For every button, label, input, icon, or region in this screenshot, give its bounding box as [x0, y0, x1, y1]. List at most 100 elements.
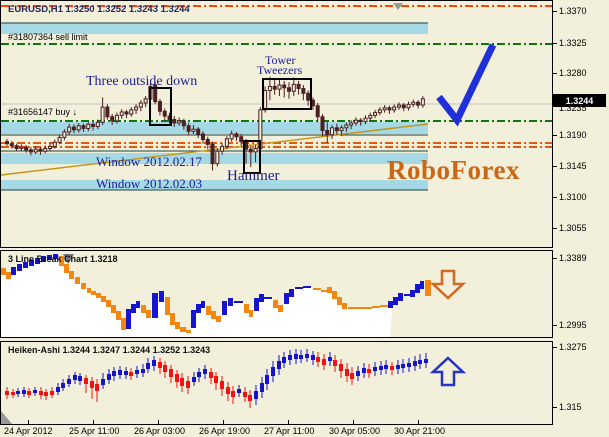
- line-break-canvas[interactable]: [1, 251, 552, 337]
- price-axis-label: 1.3280: [559, 68, 587, 78]
- ha-candle-body: [367, 369, 371, 373]
- ha-candle-body: [209, 372, 213, 378]
- candle-body: [143, 98, 148, 104]
- ha-candle-body: [396, 365, 400, 369]
- line-break-brick: [420, 281, 424, 289]
- candle-body: [100, 106, 105, 123]
- candle-body: [153, 84, 158, 103]
- up-block-arrow-icon: [429, 356, 467, 387]
- ha-candle-body: [22, 390, 26, 394]
- time-axis-label: 27 Apr 11:00: [264, 426, 315, 436]
- line-break-brick: [348, 307, 356, 309]
- line-break-brick: [126, 309, 131, 329]
- candle-body: [420, 98, 425, 106]
- axis-tick: [552, 347, 557, 348]
- line-break-brick: [388, 301, 393, 308]
- line-break-panel[interactable]: 3 Line Break Chart 1.3218: [0, 250, 553, 338]
- main-chart-panel[interactable]: RoboForex EURUSD,H1 1.3250 1.3252 1.3243…: [0, 0, 553, 248]
- line-break-brick: [136, 301, 140, 308]
- pattern-annotation: Tweezers: [257, 63, 303, 77]
- ha-candle-body: [56, 387, 60, 392]
- line-break-brick: [69, 271, 74, 279]
- ha-candle-body: [78, 376, 82, 381]
- candle-body: [38, 148, 43, 152]
- candle-body: [186, 125, 191, 132]
- line-break-title: 3 Line Break Chart 1.3218: [8, 254, 118, 264]
- candle-body: [138, 102, 143, 108]
- candle-body: [76, 125, 81, 131]
- ha-candle-body: [277, 361, 281, 369]
- candle-body: [344, 124, 349, 129]
- ha-candle-body: [175, 374, 179, 382]
- line-break-brick: [249, 310, 253, 317]
- axis-tick: [552, 228, 557, 229]
- line-break-brick: [131, 304, 136, 313]
- axis-tick: [552, 43, 557, 44]
- line-break-brick: [29, 260, 34, 266]
- ha-candle-body: [5, 391, 9, 395]
- ha-candle-body: [322, 359, 326, 365]
- down-block-arrow-icon: [429, 269, 467, 300]
- main-chart-canvas[interactable]: [1, 1, 552, 247]
- ha-candle-body: [39, 391, 43, 395]
- candle-body: [210, 143, 215, 165]
- support-resistance-band: [1, 180, 428, 190]
- ha-candle-body: [163, 365, 167, 372]
- axis-tick: [552, 166, 557, 167]
- candle-body: [14, 145, 19, 149]
- candle-body: [339, 127, 344, 132]
- ha-candle-body: [33, 390, 37, 393]
- line-break-brick: [11, 267, 16, 275]
- line-break-brick: [121, 318, 126, 330]
- price-axis-label: 1.3145: [559, 161, 587, 171]
- candle-body: [52, 141, 57, 147]
- axis-tick: [552, 11, 557, 12]
- line-break-brick: [196, 304, 201, 313]
- candle-body: [5, 141, 9, 145]
- buy-arrow-icon: ↓: [72, 107, 78, 117]
- pattern-annotation: Hammer: [227, 168, 280, 184]
- line-break-brick: [152, 293, 158, 318]
- line-break-brick: [35, 258, 40, 264]
- line-break-brick: [244, 304, 249, 313]
- candle-body: [373, 112, 378, 116]
- line-break-brick: [410, 290, 415, 297]
- chart-symbol-title: EURUSD,H1 1.3250 1.3252 1.3243 1.3244: [8, 4, 190, 15]
- line-break-brick: [59, 256, 64, 266]
- scroll-corner-triangle-icon: [1, 411, 13, 424]
- candle-body: [296, 83, 301, 89]
- line-break-brick: [356, 307, 364, 309]
- heiken-ashi-canvas[interactable]: [1, 342, 552, 424]
- ha-candle-body: [231, 391, 235, 397]
- ha-candle-body: [299, 355, 303, 359]
- candle-body: [81, 125, 86, 129]
- time-axis-tick: [353, 420, 354, 425]
- ha-candle-body: [84, 378, 88, 384]
- candle-body: [177, 120, 182, 124]
- ha-candle-body: [192, 377, 196, 382]
- candle-body: [105, 106, 110, 118]
- time-axis-tick: [418, 420, 419, 425]
- roboforex-watermark: RoboForex: [387, 155, 520, 185]
- line-break-brick: [175, 322, 180, 329]
- candle-body: [86, 123, 91, 129]
- ha-candle-body: [413, 361, 417, 366]
- heiken-ashi-panel[interactable]: Heiken-Ashi 1.3244 1.3247 1.3244 1.3252 …: [0, 341, 553, 425]
- ha-candle-body: [254, 391, 258, 399]
- candle-body: [411, 101, 416, 105]
- line-break-brick: [254, 298, 259, 311]
- candle-body: [33, 148, 38, 153]
- candle-body: [91, 123, 96, 127]
- ha-candle-body: [424, 359, 428, 363]
- ha-candle-body: [90, 381, 94, 388]
- candle-body: [248, 148, 253, 153]
- object-anchor-triangle-icon: [63, 254, 74, 264]
- line-break-brick: [216, 316, 221, 322]
- object-anchor-triangle-icon: [393, 3, 403, 10]
- ha-candle-body: [282, 357, 286, 363]
- ha-candle-body: [345, 369, 349, 376]
- candle-body: [157, 101, 162, 112]
- ha-candle-body: [95, 384, 99, 391]
- candle-body: [67, 126, 72, 133]
